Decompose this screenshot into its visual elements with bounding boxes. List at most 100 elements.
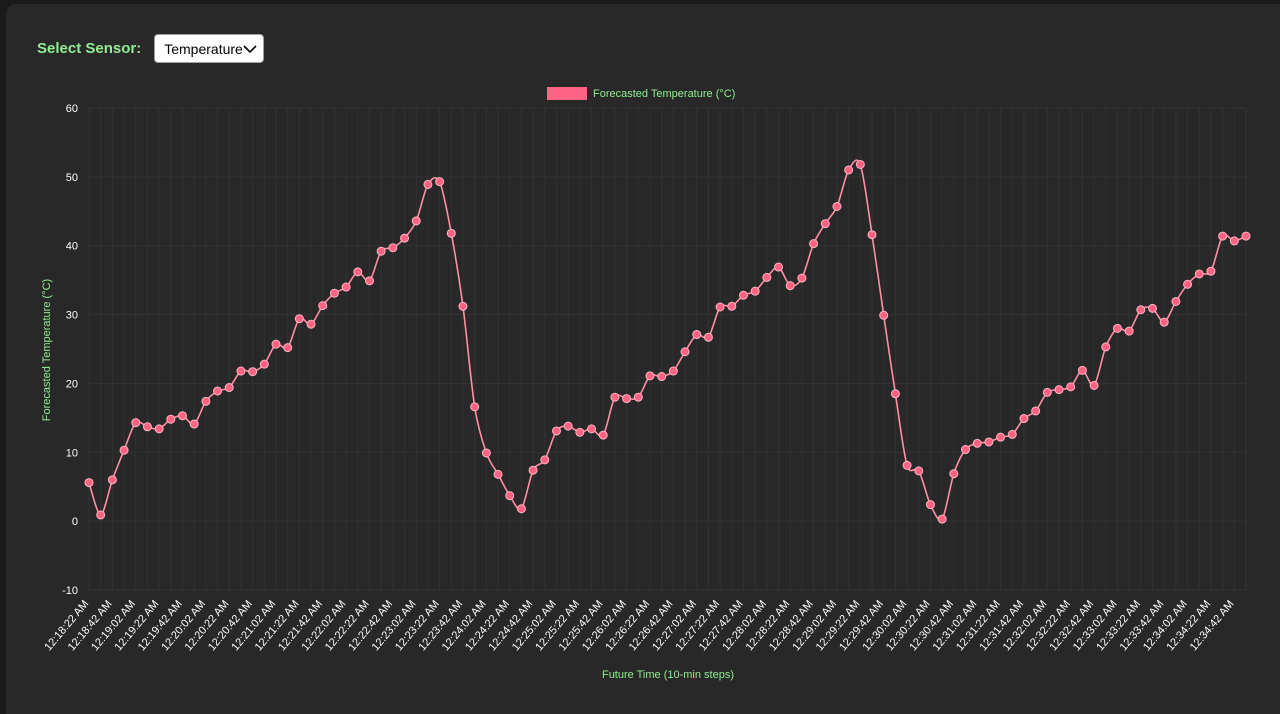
data-point[interactable] — [213, 386, 223, 396]
data-point[interactable] — [1218, 231, 1228, 241]
data-point[interactable] — [1241, 231, 1251, 241]
data-point[interactable] — [1183, 279, 1193, 289]
data-point[interactable] — [797, 273, 807, 283]
data-point[interactable] — [1148, 303, 1158, 313]
data-point[interactable] — [400, 233, 410, 243]
data-point[interactable] — [762, 272, 772, 282]
data-point[interactable] — [680, 347, 690, 357]
data-point[interactable] — [1159, 317, 1169, 327]
data-point[interactable] — [984, 437, 994, 447]
data-point[interactable] — [832, 201, 842, 211]
data-point[interactable] — [96, 510, 106, 520]
data-point[interactable] — [610, 392, 620, 402]
data-point[interactable] — [774, 262, 784, 272]
data-point[interactable] — [598, 430, 608, 440]
data-point[interactable] — [248, 367, 258, 377]
data-point[interactable] — [470, 402, 480, 412]
data-point[interactable] — [890, 389, 900, 399]
data-point[interactable] — [388, 243, 398, 253]
data-point[interactable] — [364, 276, 374, 286]
data-point[interactable] — [189, 419, 199, 429]
data-point[interactable] — [1112, 323, 1122, 333]
data-point[interactable] — [692, 330, 702, 340]
data-point[interactable] — [551, 426, 561, 436]
legend[interactable]: Forecasted Temperature (°C) — [547, 87, 735, 100]
data-point[interactable] — [107, 475, 117, 485]
data-point[interactable] — [119, 445, 129, 455]
data-point[interactable] — [961, 445, 971, 455]
data-point[interactable] — [633, 392, 643, 402]
data-point[interactable] — [131, 418, 141, 428]
data-point[interactable] — [481, 448, 491, 458]
data-point[interactable] — [435, 177, 445, 187]
data-point[interactable] — [1031, 406, 1041, 416]
data-point[interactable] — [1066, 382, 1076, 392]
data-point[interactable] — [972, 438, 982, 448]
data-point[interactable] — [1077, 365, 1087, 375]
data-point[interactable] — [727, 301, 737, 311]
data-point[interactable] — [283, 343, 293, 353]
data-point[interactable] — [1136, 305, 1146, 315]
data-point[interactable] — [855, 159, 865, 169]
data-point[interactable] — [902, 460, 912, 470]
data-point[interactable] — [996, 432, 1006, 442]
data-point[interactable] — [750, 286, 760, 296]
data-point[interactable] — [715, 302, 725, 312]
data-point[interactable] — [341, 282, 351, 292]
data-point[interactable] — [738, 290, 748, 300]
data-point[interactable] — [1101, 342, 1111, 352]
data-point[interactable] — [1194, 269, 1204, 279]
data-point[interactable] — [540, 455, 550, 465]
data-point[interactable] — [329, 288, 339, 298]
data-point[interactable] — [809, 239, 819, 249]
data-point[interactable] — [1007, 429, 1017, 439]
data-point[interactable] — [306, 319, 316, 329]
data-point[interactable] — [154, 424, 164, 434]
data-point[interactable] — [879, 310, 889, 320]
data-point[interactable] — [224, 383, 234, 393]
data-point[interactable] — [84, 478, 94, 488]
data-point[interactable] — [937, 514, 947, 524]
data-point[interactable] — [236, 366, 246, 376]
data-point[interactable] — [563, 421, 573, 431]
data-point[interactable] — [201, 396, 211, 406]
data-point[interactable] — [166, 414, 176, 424]
data-point[interactable] — [703, 332, 713, 342]
data-point[interactable] — [376, 246, 386, 256]
data-point[interactable] — [820, 219, 830, 229]
data-point[interactable] — [1042, 387, 1052, 397]
data-point[interactable] — [493, 469, 503, 479]
data-point[interactable] — [785, 281, 795, 291]
data-point[interactable] — [318, 301, 328, 311]
data-point[interactable] — [622, 394, 632, 404]
data-point[interactable] — [516, 504, 526, 514]
data-point[interactable] — [914, 466, 924, 476]
data-point[interactable] — [1124, 326, 1134, 336]
data-point[interactable] — [1054, 385, 1064, 395]
data-point[interactable] — [505, 491, 515, 501]
data-point[interactable] — [1229, 236, 1239, 246]
data-point[interactable] — [949, 469, 959, 479]
data-point[interactable] — [867, 230, 877, 240]
data-point[interactable] — [353, 267, 363, 277]
data-point[interactable] — [271, 339, 281, 349]
data-point[interactable] — [844, 165, 854, 175]
data-point[interactable] — [668, 366, 678, 376]
data-point[interactable] — [446, 228, 456, 238]
data-point[interactable] — [458, 301, 468, 311]
data-point[interactable] — [575, 427, 585, 437]
data-point[interactable] — [294, 314, 304, 324]
sensor-select[interactable]: Temperature — [154, 34, 265, 63]
data-point[interactable] — [645, 371, 655, 381]
data-point[interactable] — [423, 179, 433, 189]
data-point[interactable] — [587, 424, 597, 434]
data-point[interactable] — [1019, 414, 1029, 424]
data-point[interactable] — [528, 465, 538, 475]
data-point[interactable] — [657, 372, 667, 382]
data-point[interactable] — [177, 411, 187, 421]
data-point[interactable] — [1171, 296, 1181, 306]
data-point[interactable] — [925, 500, 935, 510]
data-point[interactable] — [1206, 266, 1216, 276]
data-point[interactable] — [259, 359, 269, 369]
data-point[interactable] — [411, 216, 421, 226]
